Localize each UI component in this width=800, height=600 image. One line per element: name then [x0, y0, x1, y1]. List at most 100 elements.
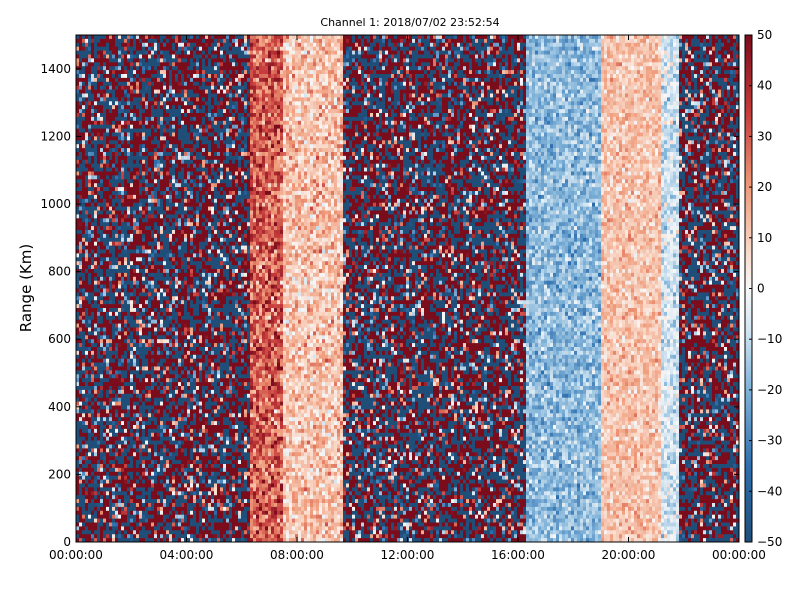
- heatmap-cell: [112, 82, 115, 86]
- heatmap-cell: [133, 257, 136, 261]
- heatmap-cell: [91, 289, 94, 293]
- heatmap-cell: [82, 214, 85, 218]
- heatmap-cell: [124, 269, 127, 273]
- heatmap-cell: [148, 86, 151, 90]
- heatmap-cell: [181, 90, 184, 94]
- heatmap-cell: [184, 441, 187, 445]
- heatmap-cell: [148, 257, 151, 261]
- heatmap-cell: [97, 300, 100, 304]
- heatmap-cell: [160, 347, 163, 351]
- heatmap-cell: [187, 195, 190, 199]
- heatmap-cell: [124, 367, 127, 371]
- heatmap-cell: [82, 406, 85, 410]
- heatmap-cell: [181, 148, 184, 152]
- heatmap-cell: [142, 347, 145, 351]
- heatmap-cell: [97, 437, 100, 441]
- heatmap-cell: [91, 113, 94, 117]
- heatmap-cell: [124, 441, 127, 445]
- heatmap-cell: [76, 179, 79, 183]
- heatmap-cell: [154, 187, 157, 191]
- heatmap-cell: [172, 35, 175, 39]
- heatmap-cell: [79, 359, 82, 363]
- heatmap-cell: [175, 406, 178, 410]
- heatmap-cell: [115, 214, 118, 218]
- heatmap-cell: [139, 452, 142, 456]
- heatmap-cell: [145, 292, 148, 296]
- heatmap-cell: [151, 281, 154, 285]
- heatmap-cell: [109, 164, 112, 168]
- heatmap-cell: [172, 394, 175, 398]
- heatmap-cell: [154, 175, 157, 179]
- heatmap-cell: [88, 230, 91, 234]
- heatmap-cell: [121, 324, 124, 328]
- heatmap-cell: [142, 441, 145, 445]
- heatmap-cell: [103, 191, 106, 195]
- heatmap-cell: [100, 448, 103, 452]
- heatmap-cell: [184, 246, 187, 250]
- heatmap-cell: [175, 499, 178, 503]
- heatmap-cell: [112, 281, 115, 285]
- heatmap-cell: [169, 195, 172, 199]
- heatmap-cell: [76, 437, 79, 441]
- heatmap-cell: [97, 526, 100, 530]
- heatmap-cell: [121, 335, 124, 339]
- heatmap-cell: [151, 47, 154, 51]
- heatmap-cell: [76, 62, 79, 66]
- heatmap-cell: [151, 148, 154, 152]
- heatmap-cell: [136, 308, 139, 312]
- heatmap-cell: [100, 269, 103, 273]
- heatmap-cell: [109, 246, 112, 250]
- heatmap-cell: [133, 460, 136, 464]
- heatmap-cell: [118, 445, 121, 449]
- heatmap-cell: [97, 238, 100, 242]
- heatmap-cell: [187, 331, 190, 335]
- heatmap-cell: [94, 152, 97, 156]
- heatmap-cell: [106, 523, 109, 527]
- heatmap-cell: [172, 133, 175, 137]
- heatmap-cell: [157, 226, 160, 230]
- heatmap-cell: [112, 370, 115, 374]
- heatmap-cell: [109, 437, 112, 441]
- heatmap-cell: [121, 152, 124, 156]
- heatmap-cell: [133, 292, 136, 296]
- heatmap-cell: [175, 214, 178, 218]
- heatmap-cell: [112, 43, 115, 47]
- heatmap-cell: [91, 195, 94, 199]
- heatmap-cell: [148, 191, 151, 195]
- heatmap-cell: [106, 312, 109, 316]
- heatmap-cell: [118, 515, 121, 519]
- heatmap-cell: [163, 55, 166, 59]
- heatmap-cell: [100, 526, 103, 530]
- heatmap-cell: [100, 507, 103, 511]
- heatmap-cell: [76, 308, 79, 312]
- heatmap-cell: [100, 519, 103, 523]
- heatmap-cell: [163, 406, 166, 410]
- heatmap-cell: [121, 511, 124, 515]
- heatmap-cell: [127, 448, 130, 452]
- heatmap-cell: [169, 179, 172, 183]
- heatmap-cell: [91, 406, 94, 410]
- heatmap-cell: [112, 183, 115, 187]
- heatmap-cell: [151, 222, 154, 226]
- heatmap-cell: [79, 386, 82, 390]
- heatmap-cell: [169, 429, 172, 433]
- heatmap-cell: [157, 86, 160, 90]
- heatmap-cell: [82, 94, 85, 98]
- heatmap-cell: [94, 214, 97, 218]
- heatmap-cell: [142, 476, 145, 480]
- heatmap-cell: [166, 402, 169, 406]
- heatmap-cell: [157, 445, 160, 449]
- heatmap-cell: [94, 331, 97, 335]
- heatmap-cell: [97, 35, 100, 39]
- heatmap-cell: [136, 390, 139, 394]
- heatmap-cell: [154, 417, 157, 421]
- heatmap-cell: [91, 257, 94, 261]
- heatmap-cell: [103, 238, 106, 242]
- heatmap-cell: [163, 499, 166, 503]
- heatmap-cell: [133, 253, 136, 257]
- heatmap-cell: [106, 66, 109, 70]
- heatmap-cell: [157, 347, 160, 351]
- heatmap-cell: [184, 355, 187, 359]
- heatmap-cell: [184, 363, 187, 367]
- heatmap-cell: [115, 320, 118, 324]
